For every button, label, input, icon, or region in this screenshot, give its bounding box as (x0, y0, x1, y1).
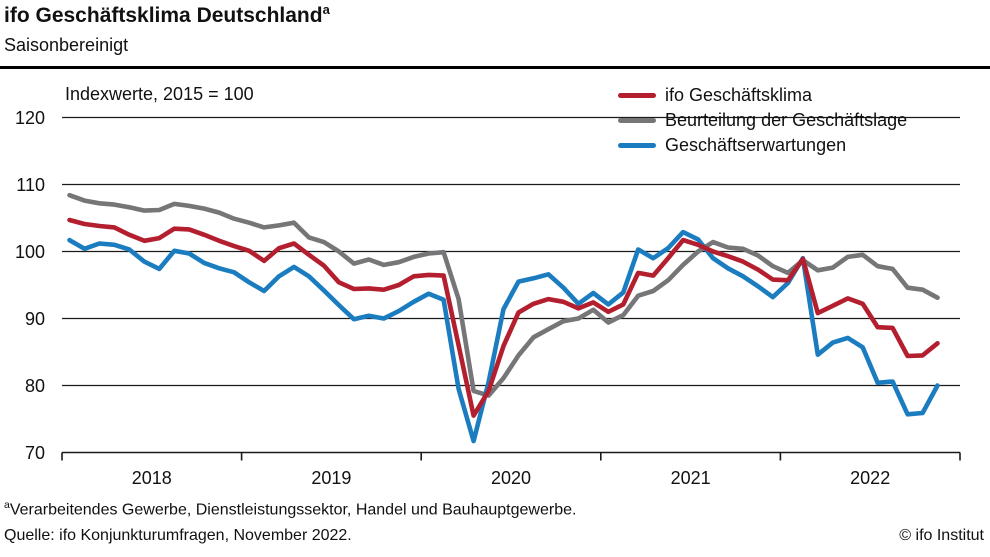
copyright-note: © ifo Institut (899, 527, 984, 544)
series-line-0 (67, 217, 940, 418)
x-tick-label-2020: 2020 (490, 468, 532, 488)
x-tick-label-2022: 2022 (850, 468, 891, 488)
legend-label: Geschäftserwartungen (665, 135, 847, 155)
legend-label: Beurteilung der Geschäftslage (665, 110, 908, 130)
footnote-marker: a (4, 499, 10, 511)
x-tick-label-2018: 2018 (131, 468, 172, 488)
axis-unit-note: Indexwerte, 2015 = 100 (65, 84, 254, 104)
y-tick-label-100: 100 (14, 241, 45, 262)
footnote: aVerarbeitendes Gewerbe, Dienstleistungs… (4, 499, 576, 519)
legend-item-geschaeftsklima: ifo Geschäftsklima (618, 83, 907, 108)
page-title-footnote-marker: a (322, 2, 330, 17)
series-line-1 (67, 192, 940, 398)
header-divider (0, 66, 990, 69)
page-subtitle: Saisonbereinigt (4, 35, 129, 55)
source-note: Quelle: ifo Konjunkturumfragen, November… (4, 527, 352, 544)
legend-item-geschaeftserwartungen: Geschäftserwartungen (618, 133, 907, 158)
chart-legend: ifo Geschäftsklima Beurteilung der Gesch… (618, 83, 907, 158)
y-tick-label-110: 110 (16, 174, 45, 195)
footnote-text: Verarbeitendes Gewerbe, Dienstleistungss… (9, 501, 577, 519)
legend-swatch-gray-line (618, 118, 656, 123)
legend-swatch-blue-line (618, 143, 656, 148)
x-tick-label-2019: 2019 (311, 468, 352, 488)
y-tick-label-120: 120 (14, 107, 45, 128)
legend-item-geschaeftslage: Beurteilung der Geschäftslage (618, 108, 907, 133)
y-tick-label-70: 70 (24, 442, 45, 463)
x-tick-label-2021: 2021 (670, 468, 711, 488)
legend-swatch-red-line (618, 93, 656, 98)
y-tick-label-80: 80 (24, 375, 45, 396)
legend-label: ifo Geschäftsklima (665, 85, 813, 105)
page-title-text: ifo Geschäftsklima Deutschland (4, 4, 323, 27)
page-title: ifo Geschäftsklima Deutschlanda (4, 2, 330, 28)
y-tick-label-90: 90 (24, 308, 45, 329)
